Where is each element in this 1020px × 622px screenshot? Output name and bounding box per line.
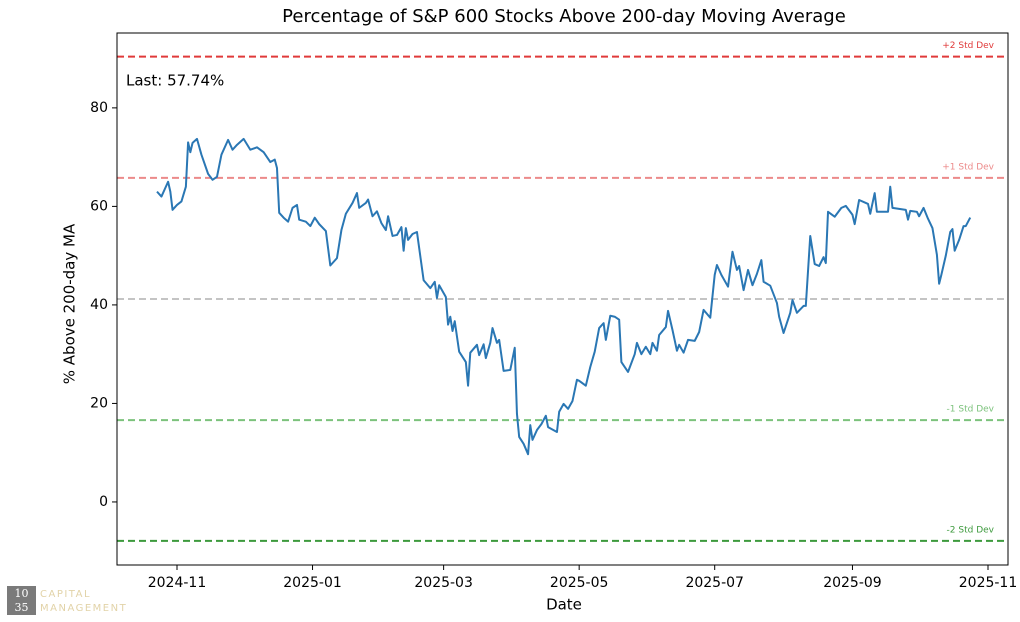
y-tick-label: 20 xyxy=(90,395,108,411)
logo-text: MANAGEMENT xyxy=(40,603,127,614)
y-axis-label: % Above 200-day MA xyxy=(61,223,79,384)
reference-label: +2 Std Dev xyxy=(942,41,994,51)
plot-frame xyxy=(116,32,1009,566)
y-tick-label: 40 xyxy=(90,297,108,313)
logo-text: CAPITAL xyxy=(40,589,91,600)
x-tick-label: 2025-01 xyxy=(283,575,342,591)
x-tick-label: 2025-05 xyxy=(550,575,609,591)
last-value-annotation: Last: 57.74% xyxy=(126,72,224,90)
x-tick-label: 2025-07 xyxy=(685,575,744,591)
x-tick-label: 2025-03 xyxy=(414,575,473,591)
reference-label: -1 Std Dev xyxy=(947,405,995,415)
y-tick-label: 0 xyxy=(99,494,108,510)
x-tick-label: 2025-09 xyxy=(823,575,882,591)
reference-label: -2 Std Dev xyxy=(947,525,995,535)
x-axis-label: Date xyxy=(546,596,582,614)
logo-box xyxy=(7,586,36,615)
logo: 10 35 CAPITAL MANAGEMENT xyxy=(7,586,127,615)
data-line xyxy=(156,137,972,456)
x-tick-label: 2025-11 xyxy=(959,575,1018,591)
y-tick-label: 80 xyxy=(90,100,108,116)
logo-number: 10 xyxy=(15,587,29,600)
chart-title: Percentage of S&P 600 Stocks Above 200-d… xyxy=(282,6,846,27)
logo-number: 35 xyxy=(15,601,29,614)
y-tick-label: 60 xyxy=(90,198,108,214)
x-tick-label: 2024-11 xyxy=(148,575,207,591)
reference-label: +1 Std Dev xyxy=(942,162,994,172)
